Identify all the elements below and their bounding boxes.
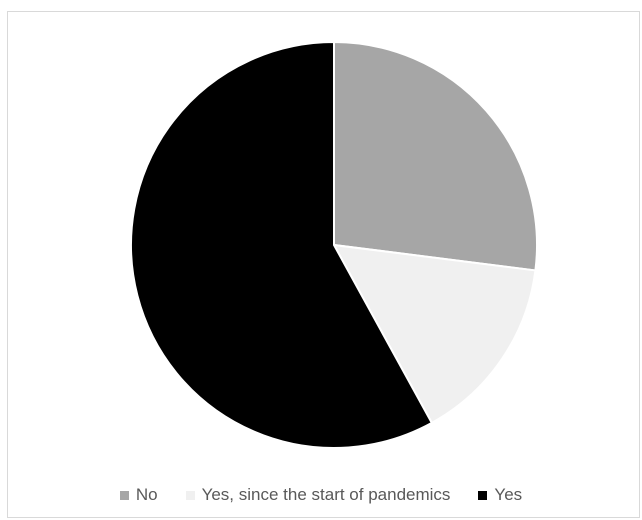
legend-swatch-yes-since-pandemic [185, 490, 195, 500]
pie-slice-yes-since-pandemic [332, 243, 537, 425]
pie-slice-yes [130, 40, 434, 449]
legend-item-no: No [119, 485, 158, 505]
legend-label-no: No [135, 485, 158, 504]
pie-slices [130, 40, 538, 449]
legend-swatch-no [119, 490, 129, 500]
legend-item-yes: Yes [478, 485, 522, 505]
pie-slice-no [333, 40, 538, 272]
legend: No Yes, since the start of pandemics Yes [0, 483, 642, 507]
legend-swatch-yes [478, 490, 488, 500]
legend-label-yes: Yes [494, 485, 523, 504]
legend-item-yes-since-pandemic: Yes, since the start of pandemics [185, 485, 451, 505]
legend-label-yes-since-pandemic: Yes, since the start of pandemics [201, 485, 451, 504]
